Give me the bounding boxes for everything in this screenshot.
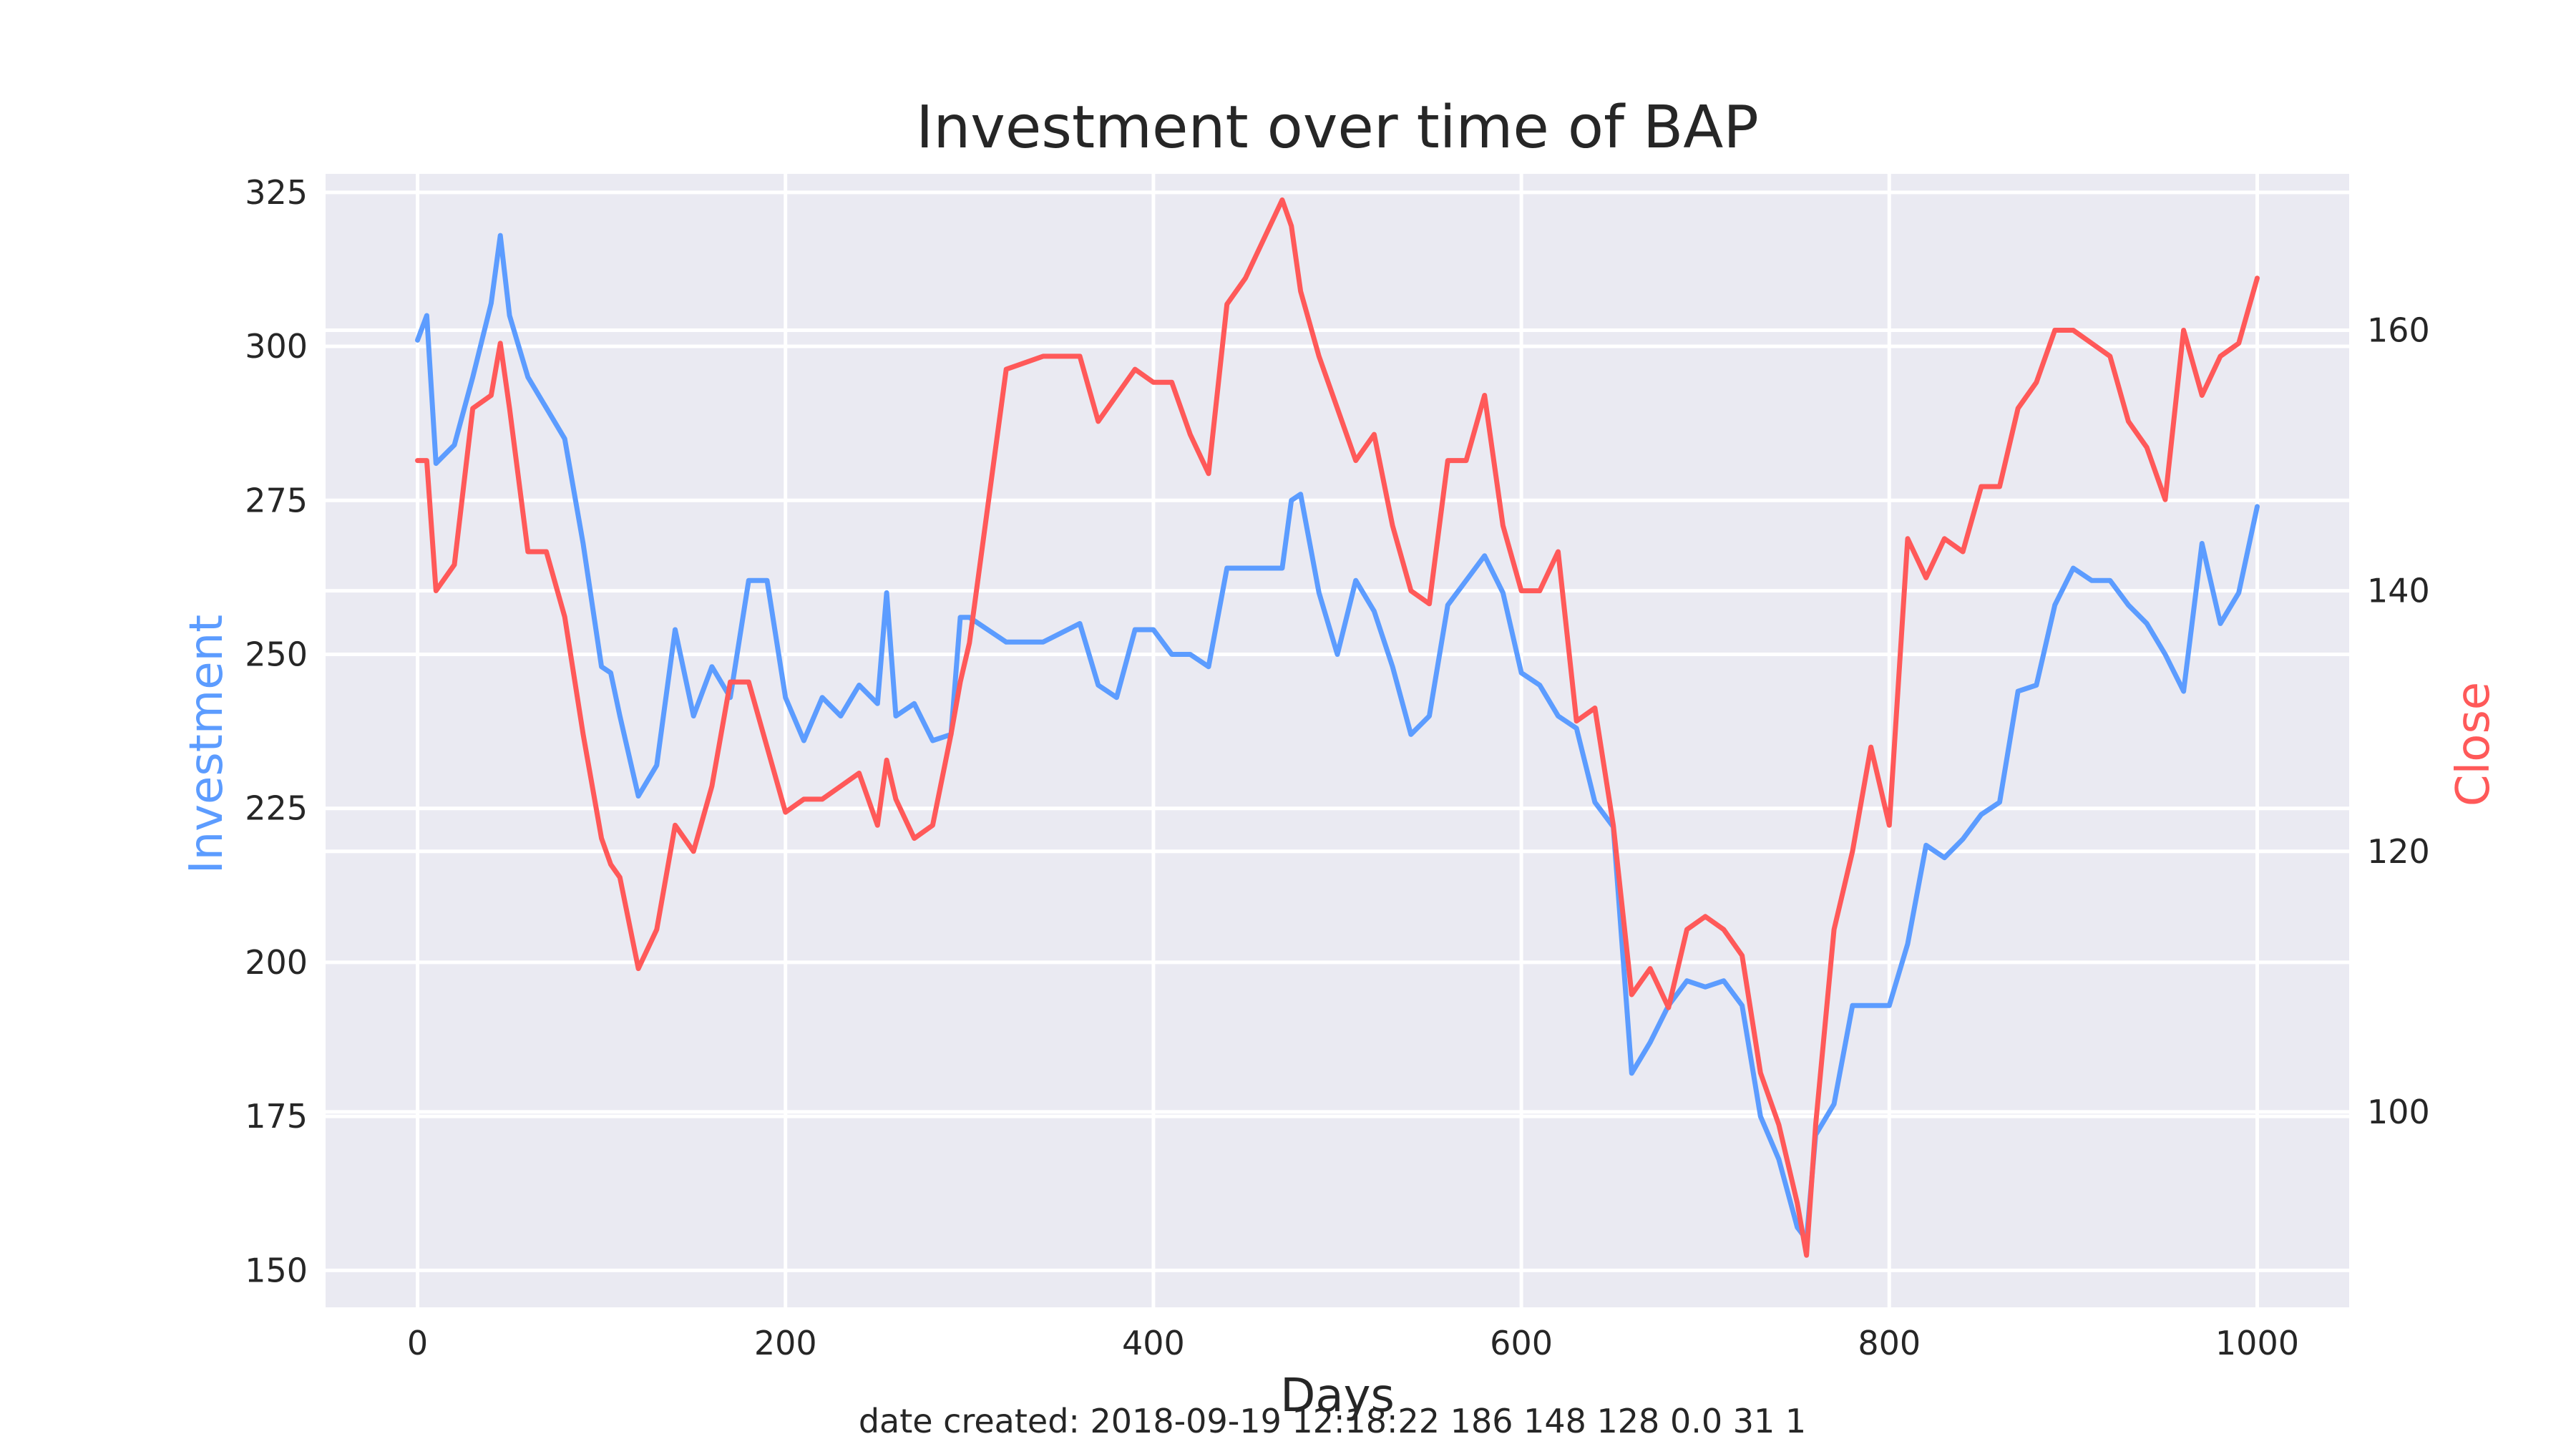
series-layer — [415, 197, 2260, 1258]
left-tick-label: 300 — [245, 327, 308, 366]
right-tick-labels: 100 120 140 160 — [2367, 311, 2430, 1131]
x-tick-label: 400 — [1122, 1324, 1185, 1362]
left-tick-labels: 150 175 200 225 250 275 300 325 — [245, 173, 308, 1290]
right-tick-label: 120 — [2367, 832, 2430, 871]
x-tick-label: 0 — [407, 1324, 428, 1362]
left-tick-label: 175 — [245, 1097, 308, 1136]
left-tick-label: 250 — [245, 635, 308, 673]
x-tick-label: 200 — [754, 1324, 817, 1362]
left-tick-label: 275 — [245, 481, 308, 519]
right-tick-label: 100 — [2367, 1093, 2430, 1131]
footer-date-created: date created: 2018-09-19 12:18:22 186 14… — [859, 1402, 1806, 1440]
grid-right — [326, 328, 2349, 1114]
x-tick-label: 800 — [1858, 1324, 1921, 1362]
plot-background — [326, 174, 2349, 1307]
grid-x — [416, 174, 2259, 1307]
chart-title: Investment over time of BAP — [916, 94, 1759, 162]
right-tick-label: 160 — [2367, 311, 2430, 349]
x-axis-label: Days — [1280, 1370, 1395, 1423]
left-tick-label: 200 — [245, 943, 308, 982]
x-tick-labels: 0 200 400 600 800 1000 — [407, 1324, 2299, 1362]
x-tick-label: 600 — [1490, 1324, 1553, 1362]
right-tick-label: 140 — [2367, 572, 2430, 610]
close-series-line — [415, 197, 2260, 1258]
left-axis-label: Investment — [180, 615, 233, 874]
x-tick-label: 1000 — [2215, 1324, 2299, 1362]
right-axis-label: Close — [2447, 682, 2500, 806]
left-tick-label: 325 — [245, 173, 308, 212]
left-tick-label: 150 — [245, 1251, 308, 1289]
investment-series-line — [415, 233, 2260, 1242]
left-tick-label: 225 — [245, 789, 308, 828]
